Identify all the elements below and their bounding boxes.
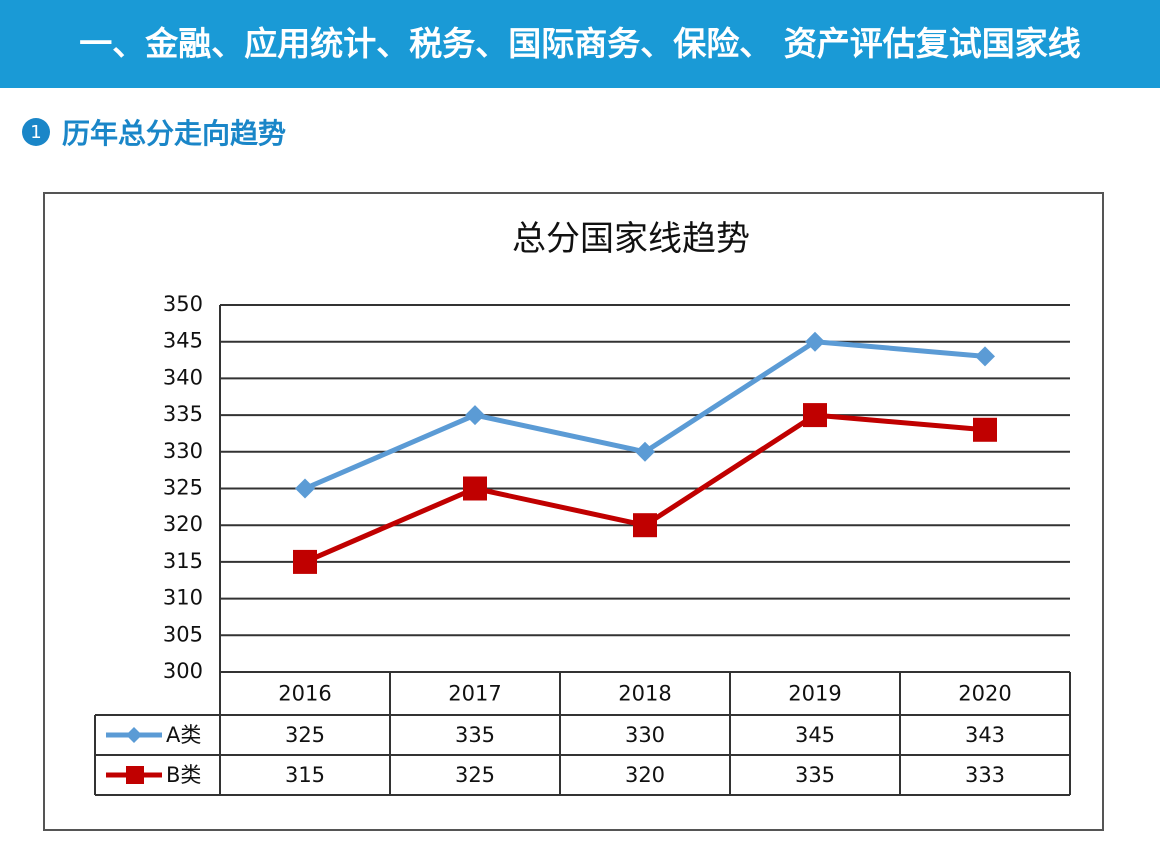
table-value: 330 <box>625 723 665 747</box>
y-tick-label: 315 <box>163 549 203 573</box>
legend-label: A类 <box>166 723 201 747</box>
y-tick-label: 305 <box>163 622 203 646</box>
section-title: 历年总分走向趋势 <box>62 117 287 150</box>
point <box>463 476 487 501</box>
legend-marker <box>126 727 142 743</box>
point <box>635 441 655 462</box>
y-tick-label: 335 <box>163 402 203 426</box>
table-value: 345 <box>795 723 835 747</box>
point <box>803 403 827 428</box>
legend-marker <box>126 766 144 784</box>
table-value: 325 <box>285 723 325 747</box>
section-heading: 1 历年总分走向趋势 <box>22 112 286 152</box>
table-value: 333 <box>965 763 1005 787</box>
x-tick-label: 2017 <box>448 682 501 706</box>
table-value: 335 <box>455 723 495 747</box>
point <box>805 331 825 352</box>
y-tick-label: 350 <box>163 292 203 316</box>
y-tick-label: 340 <box>163 365 203 389</box>
point <box>973 417 997 442</box>
table-value: 325 <box>455 763 495 787</box>
x-tick-label: 2016 <box>278 682 331 706</box>
y-tick-label: 345 <box>163 329 203 353</box>
y-tick-label: 320 <box>163 512 203 536</box>
point <box>465 405 485 426</box>
point <box>293 549 317 574</box>
point <box>295 478 315 499</box>
y-tick-label: 330 <box>163 439 203 463</box>
table-value: 320 <box>625 763 665 787</box>
y-tick-label: 310 <box>163 586 203 610</box>
y-tick-label: 300 <box>163 659 203 683</box>
x-tick-label: 2018 <box>618 682 671 706</box>
point <box>975 346 995 367</box>
header-title: 一、金融、应用统计、税务、国际商务、保险、 资产评估复试国家线 <box>0 0 1160 88</box>
table-value: 335 <box>795 763 835 787</box>
x-tick-label: 2020 <box>958 682 1011 706</box>
section-number: 1 <box>22 118 50 146</box>
legend-label: B类 <box>166 763 201 787</box>
table-value: 343 <box>965 723 1005 747</box>
point <box>633 513 657 538</box>
table-value: 315 <box>285 763 325 787</box>
chart-title: 总分国家线趋势 <box>512 219 750 259</box>
y-tick-label: 325 <box>163 476 203 500</box>
x-tick-label: 2019 <box>788 682 841 706</box>
